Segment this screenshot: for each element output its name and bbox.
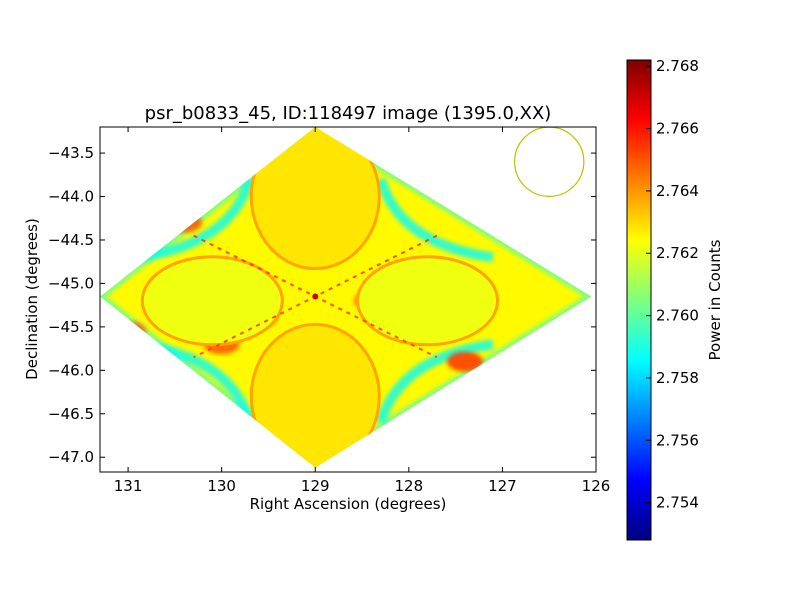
sidelobe-arc	[375, 339, 494, 424]
colorbar-label: Power in Counts	[706, 239, 724, 360]
x-tick-label: 129	[301, 477, 330, 495]
x-tick-label: 130	[207, 477, 236, 495]
y-tick-label: −44.0	[48, 188, 94, 206]
x-tick-label: 131	[114, 477, 143, 495]
colorbar-tick-label: 2.760	[656, 307, 699, 325]
colorbar	[626, 59, 652, 541]
y-axis: −43.5 −44.0 −44.5 −45.0 −45.5 −46.0 −46.5 −47.0	[48, 144, 596, 466]
x-tick-label: 128	[395, 477, 424, 495]
beam-lobe	[356, 255, 500, 347]
x-tick-label: 127	[488, 477, 517, 495]
warm-patch	[446, 351, 483, 372]
y-tick-label: −46.0	[48, 361, 94, 379]
y-tick-label: −46.5	[48, 405, 94, 423]
colorbar-axis: 2.754 2.756 2.758 2.760 2.762 2.764 2.766 2.768	[646, 57, 699, 512]
colorbar-tick-label: 2.754	[656, 494, 699, 512]
y-tick-label: −47.0	[48, 448, 94, 466]
colorbar-tick-label: 2.768	[656, 57, 699, 75]
sidelobe-arc	[136, 177, 255, 263]
beam-lobe	[140, 255, 284, 347]
central-peak	[312, 293, 319, 300]
x-tick-label: 126	[582, 477, 611, 495]
y-tick-label: −45.5	[48, 318, 94, 336]
colorbar-tick-label: 2.756	[656, 431, 699, 449]
y-tick-label: −43.5	[48, 144, 94, 162]
colorbar-tick-label: 2.764	[656, 182, 699, 200]
colorbar-tick-label: 2.762	[656, 244, 699, 262]
colorbar-tick-label: 2.758	[656, 369, 699, 387]
x-axis: 131 130 129 128 127 126	[114, 127, 611, 495]
x-axis-label: Right Ascension (degrees)	[250, 495, 447, 513]
y-axis-label: Declination (degrees)	[23, 218, 41, 380]
y-tick-label: −45.0	[48, 274, 94, 292]
colorbar-tick-label: 2.766	[656, 120, 699, 138]
y-tick-label: −44.5	[48, 231, 94, 249]
beam-lobe	[249, 127, 381, 271]
chart-title: psr_b0833_45, ID:118497 image (1395.0,XX…	[145, 103, 552, 124]
axes-frame	[99, 126, 597, 473]
beam-lobe	[249, 322, 381, 468]
sidelobe-arc	[375, 177, 494, 263]
